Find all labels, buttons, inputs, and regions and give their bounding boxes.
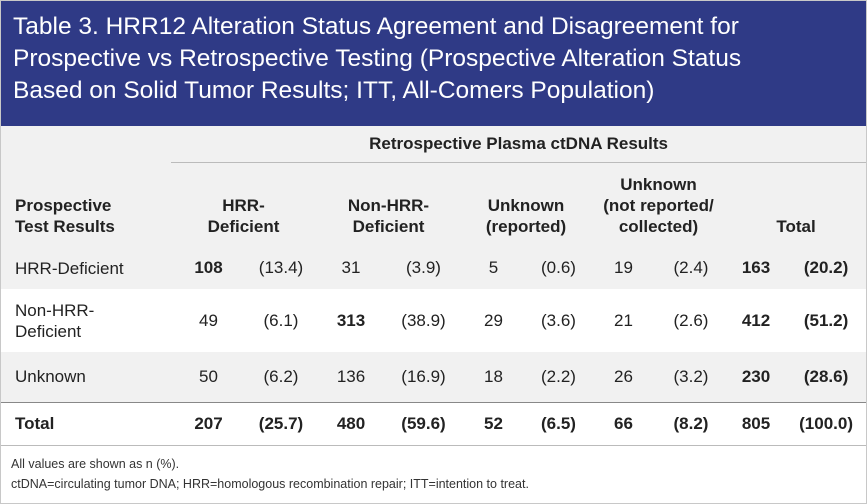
blank [1,126,171,163]
percent: (51.2) [803,310,849,330]
count: 5 [488,258,499,277]
percent: (20.2) [803,258,849,277]
text-line: Unknown [15,367,86,387]
percent: (38.9) [401,310,446,330]
text-line: (reported) [485,217,567,236]
count: 19 [614,258,633,277]
column-header: HRR- Deficient [171,163,316,248]
column-header: Unknown (reported) [461,163,591,248]
count: 52 [484,413,503,433]
count: 21 [614,310,633,330]
text-line: collected) [618,217,699,236]
count: 49 [199,310,218,330]
text-line: Total [776,217,816,236]
text-line: Total [15,414,55,434]
table: Retrospective Plasma ctDNA Results Prosp… [1,126,866,445]
text-line: Unknown [620,175,697,194]
count: 31 [341,258,361,277]
column-header: Unknown (not reported/collected) [591,163,726,248]
row-label: Total [1,402,171,445]
count: 230 [741,366,771,386]
row: Total 207 (25.7) 480 (59.6) 52 (6.5) 66 (8.2) 805… [1,402,866,445]
count: 18 [484,366,503,386]
spanner: Retrospective Plasma ctDNA Results [171,126,866,163]
text-line: Unknown [487,196,565,215]
percent: (8.2) [673,413,709,433]
text-line: HRR-Deficient [15,258,124,278]
row-label: Non-HRR- Deficient [1,289,171,352]
row-header: Prospective Test Results [1,163,171,248]
percent: (6.1) [263,310,299,330]
row-label: Unknown [1,352,171,402]
count: 50 [199,366,218,386]
count: 412 [741,310,771,330]
percent: (2.2) [541,366,576,386]
percent: (13.4) [258,258,304,277]
count: 480 [336,413,366,433]
row: Non-HRR- Deficient 49 (6.1) 313 (38.9) 29 (3.6)… [1,289,866,352]
percent: (16.9) [401,366,446,386]
count: 108 [194,258,223,277]
footnotes: All values are shown as n (%). ctDNA=circ… [1,445,866,502]
text-line: (not reported/ [603,196,714,215]
count: 136 [336,366,366,386]
percent: (6.5) [541,413,576,433]
row-label: HRR-Deficient [1,247,171,289]
column-header: Non-HRR- Deficient [316,163,461,248]
count: 163 [741,258,771,277]
count: 313 [336,310,366,330]
text-line: Non-HRR- [15,300,95,320]
text-line: Deficient [207,217,280,236]
row: HRR-Deficient 108 (13.4) 31 (3.9) 5 (0.6) 19 (2.… [1,247,866,289]
footnote: All values are shown as n (%). [11,457,180,471]
footnote: ctDNA=circulating tumor DNA; HRR=homolog… [11,477,529,491]
header: Table 3. HRR12 Alteration Status Agreeme… [1,1,866,126]
percent: (25.7) [258,413,304,433]
count: 207 [194,413,223,433]
percent: (2.6) [673,310,709,330]
row: Unknown 50 (6.2) 136 (16.9) 18 (2.2) 26 (3.2) 230… [1,352,866,402]
percent: (28.6) [803,366,849,386]
text-line: Prospective [15,196,112,215]
column-header: Total [726,163,866,248]
count: 29 [484,310,503,330]
count: 805 [741,413,771,433]
text-line: HRR- [222,196,265,215]
count: 66 [614,413,633,433]
percent: (59.6) [401,413,446,433]
percent: (3.9) [406,258,441,277]
percent: (100.0) [799,413,853,433]
text-line: Deficient [15,321,82,341]
percent: (0.6) [541,258,576,277]
text-line: Non-HRR- [347,196,430,215]
percent: (2.4) [673,258,709,277]
percent: (3.2) [673,366,709,386]
percent: (6.2) [263,366,299,386]
title: Table 3. HRR12 Alteration Status Agreeme… [13,13,742,104]
text-line: Deficient [352,217,425,236]
count: 26 [614,366,633,386]
text-line: Test Results [15,217,115,236]
percent: (3.6) [541,310,576,330]
